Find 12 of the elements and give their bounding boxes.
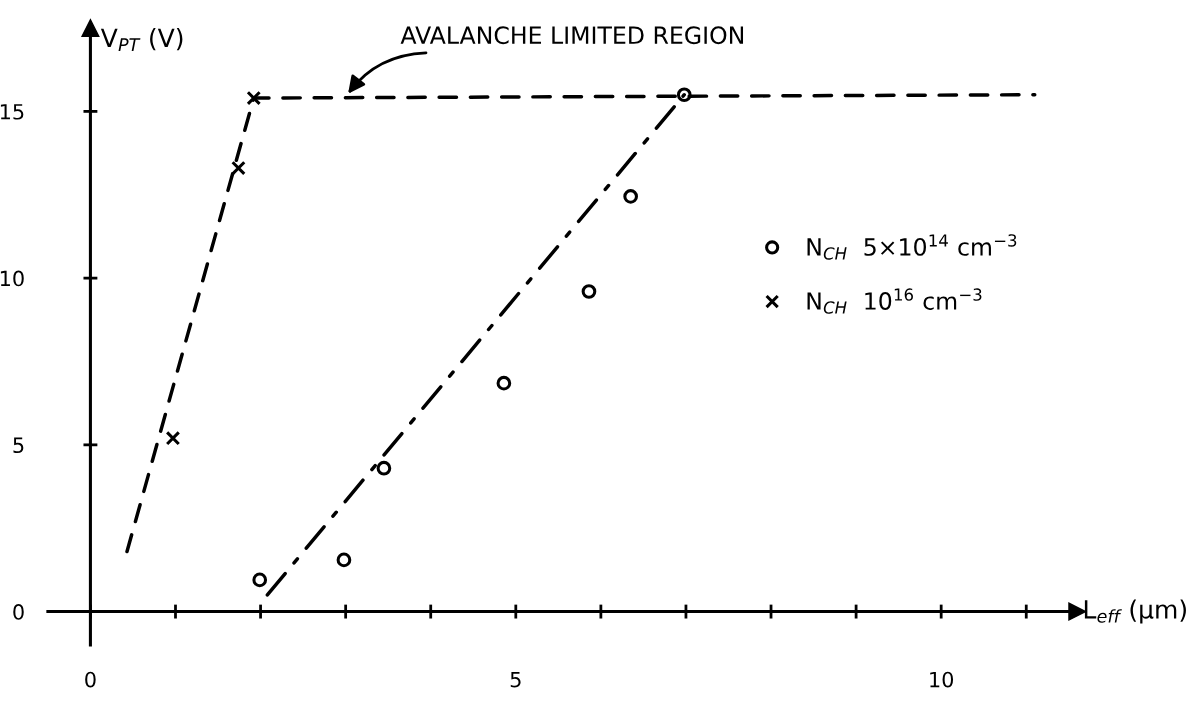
x-tick-label: 0 — [85, 671, 96, 688]
annotation: AVALANCHE LIMITED REGION — [400, 26, 744, 45]
y-tick-label: 15 — [0, 104, 24, 120]
legend-label: N$_{CH}$ 5×10$^{14}$ cm$^{−3}$ — [807, 234, 1017, 260]
y-axis-title: V$_{PT}$ (V) — [100, 28, 183, 52]
legend-label: N$_{CH}$ 10$^{16}$ cm$^{−3}$ — [807, 288, 982, 314]
x-tick-label: 10 — [930, 671, 954, 688]
y-tick-label: 0 — [13, 604, 24, 620]
x-tick-label: 5 — [510, 671, 521, 688]
y-tick-label: 10 — [0, 270, 24, 287]
y-tick-label: 5 — [13, 437, 24, 454]
x-axis-title: L$_{eff}$ (μm) — [1084, 599, 1186, 624]
